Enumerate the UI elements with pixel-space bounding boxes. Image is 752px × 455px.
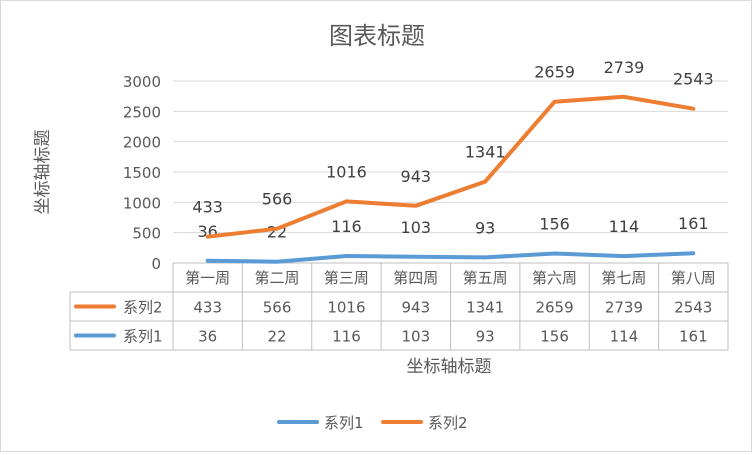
table-cell-value: 114: [610, 328, 639, 346]
x-axis-title: 坐标轴标题: [407, 357, 492, 377]
table-cell-value: 116: [332, 328, 361, 346]
table-cell-value: 433: [193, 299, 222, 317]
series-line: [205, 94, 696, 239]
series-line: [205, 251, 696, 264]
x-tick-label: 第二周: [255, 269, 300, 287]
data-label: 433: [192, 198, 223, 217]
data-label: 93: [475, 218, 495, 237]
chart-title: 图表标题: [329, 22, 425, 50]
x-tick-label: 第一周: [185, 269, 230, 287]
table-cell-value: 943: [401, 299, 430, 317]
y-tick-label: 500: [132, 225, 161, 243]
table-series-name: 系列2: [123, 299, 163, 317]
x-tick-label: 第八周: [671, 269, 716, 287]
x-tick-label: 第六周: [532, 269, 577, 287]
y-axis-title: 坐标轴标题: [33, 130, 53, 215]
legend-label: 系列1: [324, 414, 364, 432]
table-cell-value: 161: [679, 328, 708, 346]
legend: 系列1 系列2: [277, 414, 468, 432]
x-tick-label: 第四周: [393, 269, 438, 287]
data-label: 1341: [465, 143, 506, 162]
y-tick-label: 0: [151, 255, 161, 273]
table-cell-value: 22: [268, 328, 287, 346]
y-tick-label: 1000: [123, 194, 161, 212]
data-label: 2739: [604, 58, 645, 77]
table-cell-value: 566: [263, 299, 292, 317]
table-cell-value: 36: [198, 328, 217, 346]
y-tick-label: 1500: [123, 164, 161, 182]
data-label: 1016: [326, 162, 367, 181]
table-cell-value: 1016: [327, 299, 365, 317]
y-tick-label: 2000: [123, 134, 161, 152]
table-cell-value: 2543: [674, 299, 712, 317]
data-label: 2543: [673, 70, 714, 89]
table-cell-value: 2739: [605, 299, 643, 317]
x-tick-label: 第七周: [601, 269, 646, 287]
data-label: 156: [539, 215, 570, 234]
table-cell-value: 103: [401, 328, 430, 346]
table-cell-value: 156: [540, 328, 569, 346]
data-label: 103: [401, 218, 432, 237]
gridlines: 0 500 1000 1500 2000 2500 3000: [123, 73, 728, 273]
table-cell-value: 2659: [535, 299, 573, 317]
y-tick-label: 3000: [123, 73, 161, 91]
data-label: 2659: [534, 63, 575, 82]
table-cell-value: 1341: [466, 299, 504, 317]
data-label: 943: [401, 167, 432, 186]
legend-label: 系列2: [428, 414, 468, 432]
data-label: 161: [678, 214, 709, 233]
table-cell-value: 93: [476, 328, 495, 346]
y-tick-label: 2500: [123, 103, 161, 121]
table-series-name: 系列1: [123, 328, 163, 346]
data-label: 116: [331, 217, 362, 236]
x-tick-label: 第三周: [324, 269, 369, 287]
data-label: 114: [609, 217, 640, 236]
data-label: 566: [262, 190, 293, 209]
x-tick-label: 第五周: [463, 269, 508, 287]
